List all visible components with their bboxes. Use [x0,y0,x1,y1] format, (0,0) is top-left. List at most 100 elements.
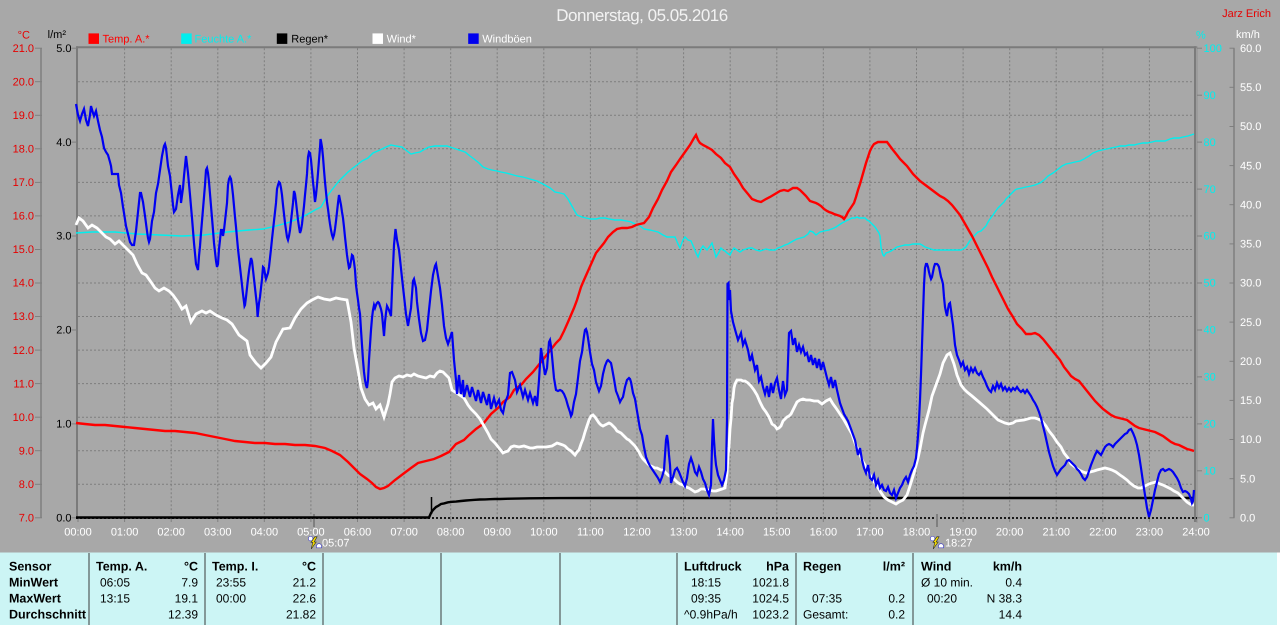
svg-text:21.2: 21.2 [293,576,317,590]
svg-text:°C: °C [302,560,316,574]
svg-text:Ø 10 min.: Ø 10 min. [921,576,973,590]
svg-text:10.0: 10.0 [13,412,34,424]
svg-text:18:27: 18:27 [945,538,973,550]
svg-text:7.9: 7.9 [181,576,198,590]
svg-text:22.6: 22.6 [293,592,317,606]
svg-text:1023.2: 1023.2 [752,608,789,622]
svg-text:MaxWert: MaxWert [9,592,62,606]
svg-text:11.0: 11.0 [13,378,34,390]
svg-text:45.0: 45.0 [1240,160,1261,172]
svg-text:18:15: 18:15 [691,576,721,590]
svg-text:0: 0 [1204,513,1210,525]
svg-text:5.0: 5.0 [56,43,71,55]
svg-text:21.0: 21.0 [13,43,34,55]
svg-text:Temp. A.*: Temp. A.* [103,34,151,46]
svg-text:0.0: 0.0 [1240,513,1255,525]
svg-text:00:20: 00:20 [927,592,957,606]
svg-text:2.0: 2.0 [56,325,71,337]
svg-text:Wind*: Wind* [387,34,417,46]
svg-text:°C: °C [184,560,198,574]
svg-text:07:35: 07:35 [812,592,842,606]
svg-text:9.0: 9.0 [19,445,34,457]
svg-text:90: 90 [1204,90,1216,102]
svg-text:0.0: 0.0 [56,513,71,525]
svg-text:12.0: 12.0 [13,345,34,357]
svg-text:05:00: 05:00 [297,527,325,539]
svg-text:21.82: 21.82 [286,608,316,622]
svg-text:16.0: 16.0 [13,211,34,223]
svg-text:04:00: 04:00 [251,527,279,539]
svg-text:80: 80 [1204,137,1216,149]
svg-text:20.0: 20.0 [13,76,34,88]
svg-text:10: 10 [1204,466,1216,478]
svg-text:10.0: 10.0 [1240,434,1261,446]
svg-text:Feuchte A.*: Feuchte A.* [195,34,253,46]
svg-text:l/m²: l/m² [883,560,905,574]
svg-text:09:00: 09:00 [483,527,511,539]
svg-text:1.0: 1.0 [56,419,71,431]
svg-text:05:07: 05:07 [322,538,350,550]
svg-text:40.0: 40.0 [1240,199,1261,211]
svg-text:03:00: 03:00 [204,527,232,539]
svg-text:1021.8: 1021.8 [752,576,789,590]
svg-text:22:00: 22:00 [1089,527,1117,539]
svg-text:5.0: 5.0 [1240,473,1255,485]
svg-text:19:00: 19:00 [949,527,977,539]
svg-text:°C: °C [18,30,30,42]
svg-text:20: 20 [1204,419,1216,431]
svg-text:Jarz Erich: Jarz Erich [1222,8,1271,20]
svg-text:40: 40 [1204,325,1216,337]
svg-text:07:00: 07:00 [390,527,418,539]
svg-text:19.0: 19.0 [13,110,34,122]
svg-text:4.0: 4.0 [56,137,71,149]
svg-text:50.0: 50.0 [1240,121,1261,133]
svg-text:30: 30 [1204,372,1216,384]
svg-text:17.0: 17.0 [13,177,34,189]
svg-text:15.0: 15.0 [1240,395,1261,407]
svg-text:0.2: 0.2 [888,592,905,606]
svg-text:15:00: 15:00 [763,527,791,539]
svg-text:Durchschnitt: Durchschnitt [9,608,87,622]
svg-text:%: % [1196,30,1206,42]
svg-text:50: 50 [1204,278,1216,290]
svg-text:35.0: 35.0 [1240,239,1261,251]
svg-text:25.0: 25.0 [1240,317,1261,329]
svg-text:18.0: 18.0 [13,144,34,156]
svg-text:Windböen: Windböen [482,34,532,46]
svg-text:hPa: hPa [766,560,790,574]
svg-text:19.1: 19.1 [175,592,199,606]
svg-text:17:00: 17:00 [856,527,884,539]
svg-text:7.0: 7.0 [19,513,34,525]
svg-text:12:00: 12:00 [623,527,651,539]
svg-text:02:00: 02:00 [157,527,185,539]
svg-text:Temp. A.: Temp. A. [96,560,147,574]
svg-text:MinWert: MinWert [9,576,59,590]
svg-text:18:00: 18:00 [903,527,931,539]
svg-text:Luftdruck: Luftdruck [684,560,742,574]
svg-text:14:00: 14:00 [716,527,744,539]
svg-text:23:55: 23:55 [216,576,246,590]
svg-text:Gesamt:: Gesamt: [803,608,848,622]
svg-text:55.0: 55.0 [1240,82,1261,94]
svg-text:Regen: Regen [803,560,841,574]
svg-text:00:00: 00:00 [216,592,246,606]
svg-text:30.0: 30.0 [1240,278,1261,290]
svg-text:0.2: 0.2 [888,608,905,622]
svg-text:14.0: 14.0 [13,278,34,290]
svg-text:09:35: 09:35 [691,592,721,606]
svg-text:23:00: 23:00 [1136,527,1164,539]
svg-text:0.4: 0.4 [1005,576,1022,590]
svg-text:km/h: km/h [1236,29,1260,41]
svg-text:06:00: 06:00 [344,527,372,539]
svg-text:08:00: 08:00 [437,527,465,539]
svg-text:l/m²: l/m² [48,29,67,41]
svg-text:Sensor: Sensor [9,560,52,574]
svg-text:3.0: 3.0 [56,231,71,243]
svg-text:1024.5: 1024.5 [752,592,789,606]
svg-text:24:00: 24:00 [1182,527,1210,539]
svg-text:Wind: Wind [921,560,951,574]
svg-text:12.39: 12.39 [168,608,198,622]
svg-text:13:00: 13:00 [670,527,698,539]
svg-text:Regen*: Regen* [291,34,328,46]
svg-text:100: 100 [1204,43,1222,55]
